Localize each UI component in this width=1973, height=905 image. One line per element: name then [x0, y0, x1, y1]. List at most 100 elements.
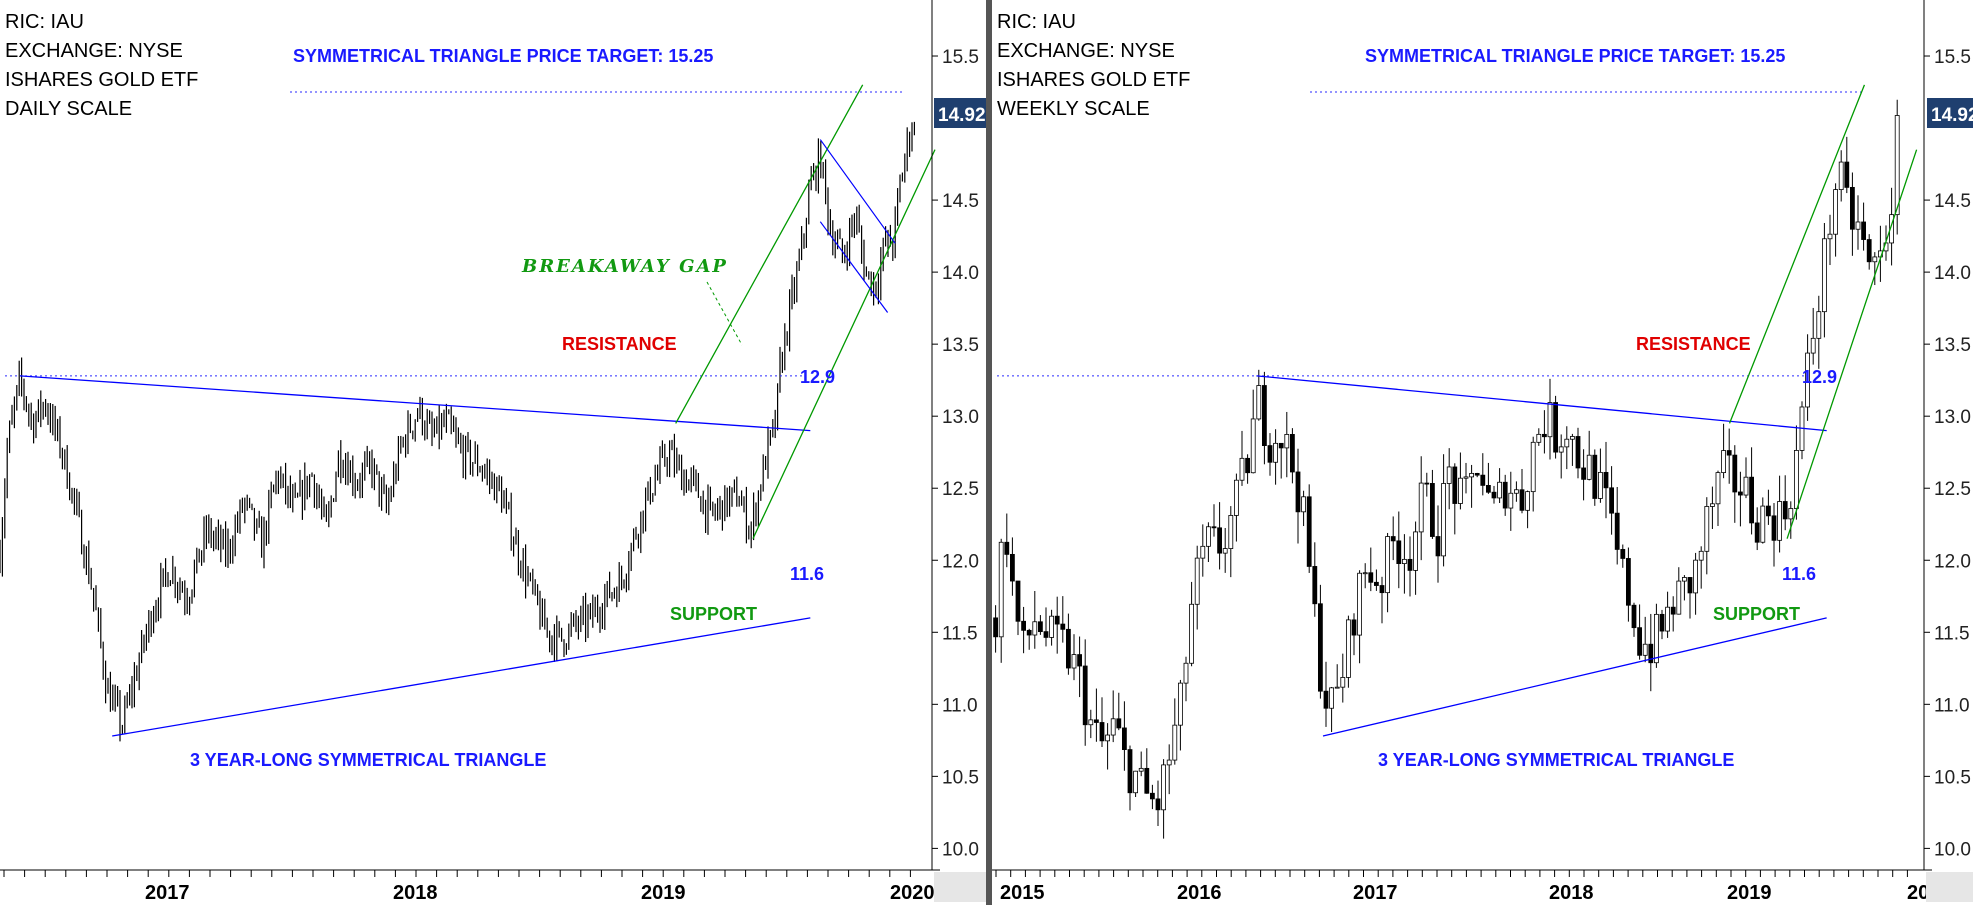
flag-upper-line	[819, 139, 896, 244]
price-tick-label: 10.0	[1934, 839, 1971, 860]
candle-body	[1284, 434, 1290, 449]
candle-body	[1418, 482, 1424, 533]
candle-body	[1446, 466, 1452, 484]
time-tick-label: 2016	[1177, 882, 1222, 904]
time-tick-label: 2019	[641, 882, 686, 904]
candle-body	[998, 541, 1004, 638]
candle-body	[1295, 471, 1301, 513]
candle-body	[1581, 467, 1586, 480]
candle-body	[1222, 548, 1228, 554]
candle-body	[1205, 526, 1211, 547]
candle-body	[1194, 557, 1200, 605]
candle-body	[1233, 479, 1239, 516]
ticker-scale: DAILY SCALE	[5, 98, 132, 120]
candle-body	[1054, 615, 1060, 625]
daily-ticker-info: RIC: IAU EXCHANGE: NYSE ISHARES GOLD ETF…	[5, 11, 198, 120]
candle-body	[1424, 482, 1430, 485]
candle-body	[1749, 476, 1754, 524]
candle-body	[1217, 527, 1222, 554]
candle-body	[1754, 522, 1760, 543]
candle-body	[1015, 580, 1021, 622]
candle-body	[1357, 572, 1362, 636]
breakaway-gap-label: BREAKAWAY GAP	[521, 256, 728, 277]
daily-price-bars	[0, 121, 916, 742]
candle-body	[1413, 531, 1418, 571]
candle-body	[1099, 722, 1105, 742]
candle-body	[1441, 483, 1446, 557]
resistance-level-label: 12.9	[800, 367, 835, 387]
candle-body	[1390, 536, 1396, 542]
candle-body	[1177, 682, 1183, 726]
candle-body	[1726, 450, 1732, 456]
last-price-value: 14.92	[938, 105, 986, 126]
candle-body	[1693, 559, 1698, 594]
candle-body	[1620, 549, 1626, 559]
candle-body	[1609, 487, 1614, 514]
candle-body	[1077, 654, 1082, 667]
support-trendline	[112, 617, 811, 737]
candle-body	[1698, 550, 1704, 561]
candle-body	[1172, 724, 1178, 761]
time-tick-label: 2017	[145, 882, 190, 904]
candle-body	[1256, 385, 1262, 420]
candle-body	[1765, 505, 1771, 517]
resistance-level-label: 12.9	[1802, 367, 1837, 387]
candle-body	[1407, 558, 1413, 571]
candle-body	[1340, 677, 1346, 688]
price-tick-label: 12.5	[942, 479, 979, 500]
candle-body	[1564, 438, 1570, 448]
candle-body	[1396, 540, 1402, 564]
candle-body	[1648, 643, 1654, 664]
ticker-name: ISHARES GOLD ETF	[997, 69, 1190, 91]
candle-body	[1732, 454, 1738, 493]
axis-corner-box	[1926, 872, 1973, 902]
candle-body	[1553, 402, 1558, 453]
candle-body	[1200, 545, 1206, 559]
resistance-trendline	[1256, 375, 1827, 432]
candle-body	[1116, 718, 1122, 729]
candle-body	[1838, 161, 1844, 190]
weekly-price-bars	[993, 99, 1900, 839]
price-target-label: SYMMETRICAL TRIANGLE PRICE TARGET: 15.25	[1365, 46, 1785, 66]
price-tick-label: 10.5	[942, 767, 979, 788]
candle-body	[1429, 483, 1435, 537]
candle-body	[1569, 436, 1575, 440]
candle-body	[1009, 553, 1015, 582]
candle-body	[1239, 457, 1245, 481]
support-label: SUPPORT	[1713, 604, 1800, 624]
candle-body	[1866, 239, 1872, 263]
price-tick-label: 11.0	[942, 695, 978, 716]
last-price-badge	[1927, 98, 1973, 128]
candle-body	[1071, 654, 1077, 669]
candle-body	[1385, 536, 1390, 594]
weekly-time-axis: 201520162017201820192020	[992, 869, 1973, 904]
price-tick-label: 11.5	[1934, 623, 1970, 644]
candle-body	[1631, 604, 1637, 629]
candle-body	[1026, 629, 1032, 636]
candle-body	[1379, 585, 1385, 594]
candle-body	[1788, 508, 1794, 520]
candle-body	[1821, 238, 1827, 313]
candle-body	[1670, 606, 1676, 615]
candle-body	[1373, 581, 1379, 586]
time-tick-label: 2018	[393, 882, 438, 904]
ticker-exchange: EXCHANGE: NYSE	[997, 40, 1175, 62]
candle-body	[1306, 496, 1312, 567]
candle-body	[1771, 515, 1777, 541]
price-tick-label: 11.0	[1934, 695, 1970, 716]
channel-upper-line	[1728, 84, 1866, 424]
ticker-ric: RIC: IAU	[997, 11, 1076, 33]
candle-body	[1317, 603, 1323, 692]
candle-body	[1805, 352, 1810, 408]
support-level-label: 11.6	[790, 564, 824, 584]
candle-body	[1133, 770, 1138, 794]
candle-body	[1760, 505, 1766, 543]
candle-body	[1032, 621, 1038, 636]
candle-body	[1093, 719, 1099, 723]
daily-price-axis: 10.0 10.5 11.0 11.5 12.0 12.5 13.0 13.5 14.0 14.5…	[931, 0, 979, 870]
pattern-label: 3 YEAR-LONG SYMMETRICAL TRIANGLE	[1378, 750, 1734, 770]
price-tick-label: 13.5	[942, 335, 979, 356]
candle-body	[1603, 471, 1609, 489]
weekly-ticker-info: RIC: IAU EXCHANGE: NYSE ISHARES GOLD ETF…	[997, 11, 1190, 120]
candle-body	[1049, 615, 1054, 638]
